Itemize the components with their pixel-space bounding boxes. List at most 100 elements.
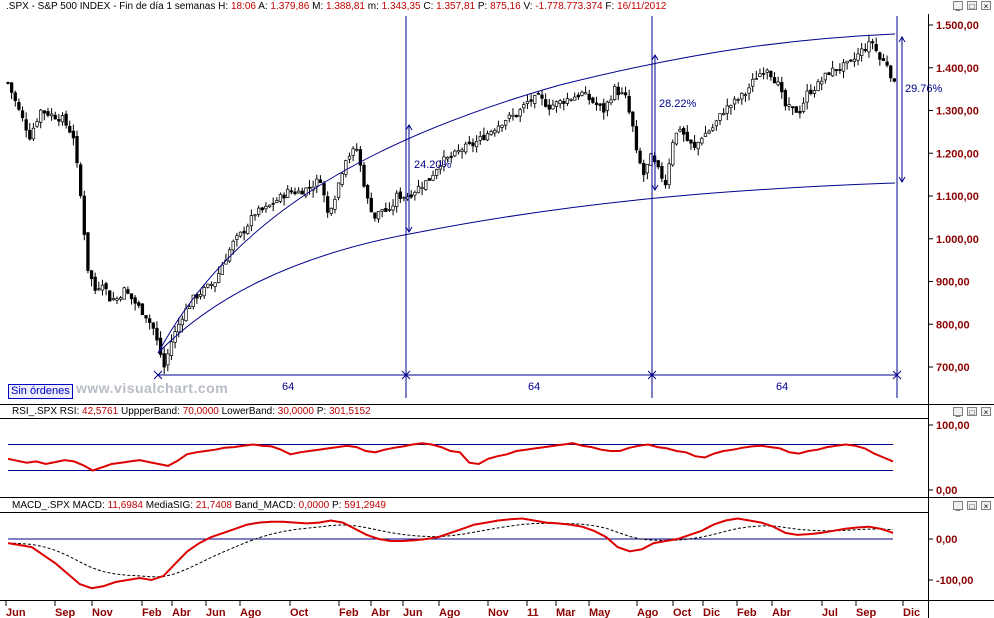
time-tick-label: May [589, 607, 611, 618]
candle-body [696, 142, 700, 150]
candle-body [827, 72, 831, 76]
macd-tick-label: -100,00 [936, 575, 973, 587]
candle-body [271, 202, 275, 205]
price-tick-label: 1.200,00 [936, 148, 979, 160]
close-icon[interactable]: × [981, 1, 991, 11]
candle-body [751, 78, 755, 87]
candle-body [518, 109, 522, 117]
candle-body [678, 129, 682, 132]
macd-plot: 0,00 -100,00 [7, 517, 973, 590]
candle-body [809, 89, 813, 95]
interval-label: 64 [282, 381, 294, 393]
candle-body [213, 282, 217, 287]
candle-body [885, 61, 889, 66]
candle-body [155, 327, 159, 341]
price-tick-label: 800,00 [936, 319, 970, 331]
rsi-lower-value: 30,0000 [277, 406, 314, 417]
candle-body [108, 290, 112, 302]
candle-body [732, 98, 737, 105]
candle-body [246, 225, 250, 234]
candle-body [424, 180, 428, 190]
rsi-maximize-icon[interactable]: □ [967, 407, 977, 417]
time-x-axis: Jun Sep Nov Feb Abr Jun Ago Oct Feb Abr Jun Ago Nov 1… [5, 601, 920, 618]
time-tick-label: Abr [172, 607, 192, 618]
time-measure-tick [892, 370, 902, 380]
header-field-value: 1.343,35 [381, 1, 421, 12]
candle-body [496, 125, 501, 133]
candle-body [736, 99, 740, 101]
candle-body [416, 186, 421, 194]
rsi-minimize-icon[interactable]: _ [953, 407, 963, 417]
measure-arrow-a-tail [405, 226, 413, 233]
macd-signal-label: MediaSIG: [145, 500, 194, 511]
measure-arrow-b-tail [651, 184, 659, 191]
candle-body [398, 191, 402, 199]
candle-body [671, 142, 675, 166]
candle-body [373, 212, 377, 219]
macd-signal-value: 21,7408 [195, 500, 232, 511]
macd-maximize-icon[interactable]: □ [967, 501, 977, 511]
candle-body [471, 142, 475, 147]
candle-body [711, 127, 715, 131]
candle-body [536, 92, 541, 95]
macd-close-icon[interactable]: × [981, 501, 991, 511]
candle-body [166, 353, 170, 366]
candle-body [667, 163, 671, 186]
candle-body [402, 196, 406, 199]
candle-body [326, 196, 330, 213]
candle-body [841, 62, 846, 72]
minimize-icon[interactable]: _ [953, 1, 963, 11]
candle-body [420, 187, 424, 189]
rsi-close-icon[interactable]: × [981, 407, 991, 417]
rsi-plot: 100,00 0,00 [7, 420, 970, 497]
time-measure-tick [647, 370, 657, 380]
candle-body [300, 190, 304, 195]
candle-body [569, 98, 573, 101]
candle-body [489, 131, 493, 135]
maximize-icon[interactable]: □ [967, 1, 977, 11]
candle-body [583, 92, 588, 95]
candle-body [772, 77, 777, 84]
candle-body [743, 94, 748, 96]
price-tick-label: 1.100,00 [936, 191, 979, 203]
candle-body [464, 143, 468, 153]
percent-label-a: 24.20% [414, 159, 452, 171]
candle-body [148, 318, 152, 323]
time-tick-label: Feb [737, 607, 757, 618]
time-tick-label: Dic [903, 607, 920, 618]
candle-body [870, 41, 875, 44]
channel-lines: 24.20% 28.22% 29.76% 64 64 64 [153, 16, 943, 398]
candle-body [282, 194, 286, 199]
upper-channel-curve [157, 33, 896, 354]
candle-body [380, 208, 384, 212]
macd-minimize-icon[interactable]: _ [953, 501, 963, 511]
candle-body [137, 302, 141, 306]
candle-body [369, 197, 373, 213]
time-tick-label: Ago [439, 607, 461, 618]
candle-body [115, 298, 119, 301]
candle-body [238, 231, 243, 237]
time-measure-tick [401, 370, 411, 380]
candle-body [562, 101, 566, 104]
orders-status-button[interactable]: Sin órdenes [8, 384, 73, 399]
candle-body [206, 283, 210, 288]
candle-body [376, 211, 381, 220]
time-tick-label: Abr [371, 607, 391, 618]
candle-body [845, 60, 849, 64]
candle-body [60, 115, 65, 123]
candle-body [823, 72, 827, 81]
candle-body [482, 134, 486, 141]
candle-body [340, 173, 344, 185]
price-plot [6, 34, 897, 375]
candle-body [118, 297, 123, 300]
candle-body [104, 283, 108, 290]
time-tick-label: Feb [142, 607, 162, 618]
candle-body [435, 169, 439, 176]
candle-body [387, 209, 392, 211]
candle-body [79, 164, 83, 196]
candle-body [812, 90, 817, 94]
candle-body [82, 195, 86, 235]
candle-body [122, 287, 126, 300]
candle-body [307, 186, 312, 189]
rsi-p-label: P: [316, 406, 327, 417]
